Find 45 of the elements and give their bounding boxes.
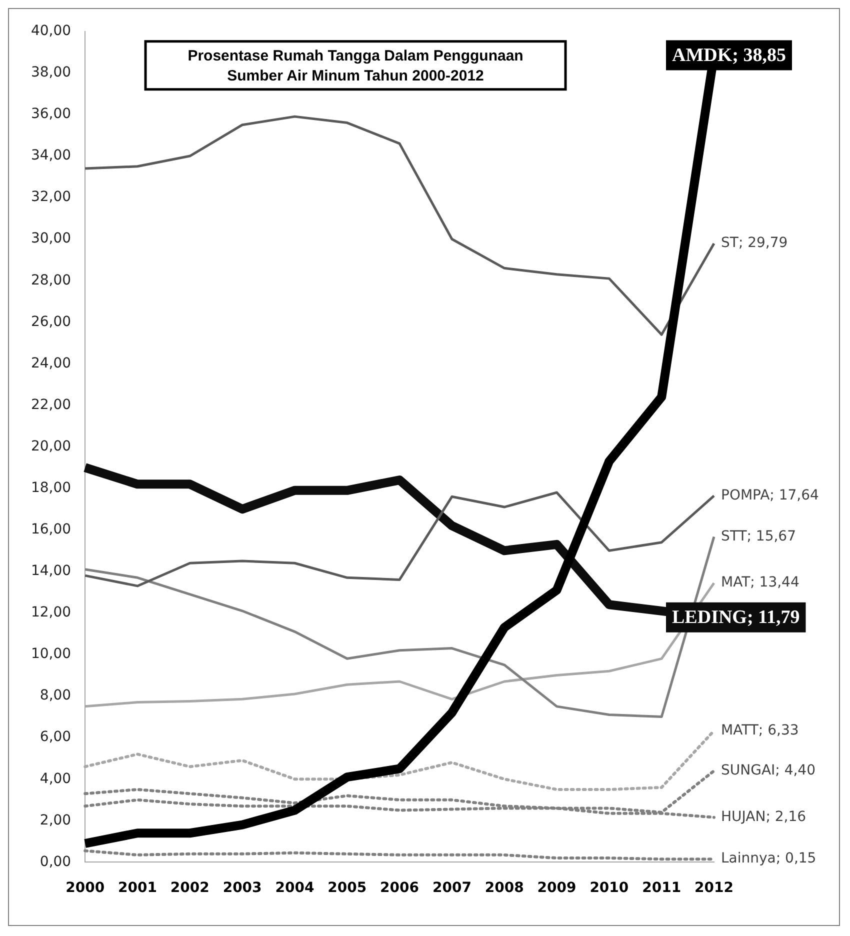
data-label: SUNGAI; 4,40 — [721, 762, 816, 778]
y-tick-label: 6,00 — [40, 729, 72, 746]
x-tick-label: 2000 — [66, 880, 105, 896]
data-label: HUJAN; 2,16 — [721, 808, 806, 825]
x-tick-label: 2011 — [642, 880, 682, 896]
x-tick-label: 2010 — [590, 880, 629, 896]
x-tick-label: 2009 — [537, 880, 576, 896]
y-tick-label: 12,00 — [30, 604, 72, 621]
x-tick-label: 2007 — [432, 880, 472, 896]
y-tick-label: 22,00 — [30, 396, 72, 413]
y-tick-label: 2,00 — [40, 812, 72, 828]
x-tick-label: 2005 — [328, 880, 367, 896]
data-label: AMDK; 38,85 — [672, 45, 786, 66]
data-label: MATT; 6,33 — [721, 722, 799, 738]
y-tick-label: 40,00 — [30, 23, 72, 40]
data-label: STT; 15,67 — [721, 528, 796, 544]
x-tick-label: 2004 — [275, 880, 314, 896]
y-tick-label: 26,00 — [30, 314, 72, 330]
y-tick-label: 14,00 — [30, 563, 72, 580]
data-label: LEDING; 11,79 — [672, 607, 800, 628]
x-tick-label: 2001 — [118, 880, 157, 896]
data-label: MAT; 13,44 — [721, 574, 800, 591]
text: Prosentase Rumah Tangga Dalam Penggunaan Sumber Air Minum Tahun 2000-2012 — [188, 48, 524, 85]
y-tick-label: 30,00 — [30, 230, 72, 247]
data-label: Lainnya; 0,15 — [721, 850, 816, 867]
y-tick-label: 8,00 — [40, 688, 72, 704]
y-tick-label: 4,00 — [40, 770, 72, 787]
data-label: POMPA; 17,64 — [721, 487, 820, 504]
x-tick-label: 2006 — [380, 880, 420, 896]
y-tick-label: 38,00 — [30, 64, 72, 81]
y-tick-label: 36,00 — [30, 106, 72, 122]
y-tick-label: 28,00 — [30, 272, 72, 288]
y-tick-label: 10,00 — [30, 646, 72, 662]
y-tick-label: 32,00 — [30, 189, 72, 206]
x-tick-label: 2003 — [222, 880, 262, 896]
data-label: ST; 29,79 — [721, 235, 788, 252]
y-tick-label: 20,00 — [30, 438, 72, 454]
y-tick-label: 16,00 — [30, 522, 72, 538]
x-tick-label: 2002 — [170, 880, 210, 896]
x-tick-label: 2012 — [694, 880, 734, 896]
y-tick-label: 18,00 — [30, 480, 72, 496]
x-tick-label: 2008 — [484, 880, 524, 896]
y-tick-label: 34,00 — [30, 148, 72, 164]
y-tick-label: 0,00 — [40, 854, 72, 870]
y-tick-label: 24,00 — [30, 355, 72, 372]
